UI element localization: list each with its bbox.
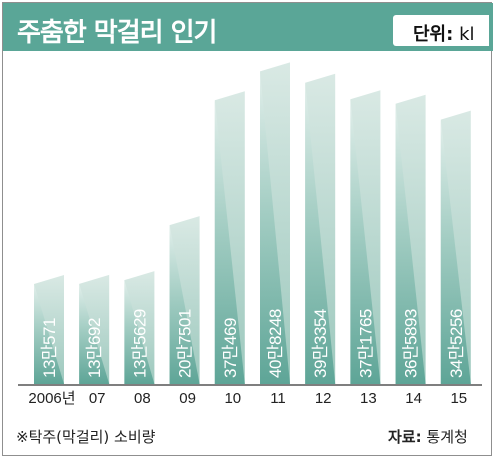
bar-9: 34만5256	[440, 110, 471, 385]
x-tick-label-5: 11	[270, 390, 286, 407]
value-label-9: 34만5256	[447, 309, 466, 378]
bar-3: 20만7501	[169, 216, 200, 384]
bar-8: 36만5893	[395, 94, 426, 384]
x-tick-label-4: 10	[224, 390, 241, 407]
title-bar: 주춤한 막걸리 인기 단위: kl	[3, 3, 493, 51]
chart-title: 주춤한 막걸리 인기	[17, 18, 217, 48]
bar-5: 40만8248	[260, 62, 290, 385]
bar-face-8	[395, 103, 426, 384]
x-tick-label-8: 14	[405, 390, 422, 407]
bar-7: 37만1765	[350, 90, 381, 385]
bar-1: 13만692	[79, 274, 110, 384]
value-label-4: 37만469	[221, 318, 240, 378]
unit-tab	[393, 15, 489, 46]
source-text: 자료: 통계청	[388, 426, 468, 447]
x-tick-label-1: 07	[89, 390, 106, 407]
bar-face-1	[79, 283, 110, 384]
bar-face-3	[169, 225, 200, 384]
bar-face-5	[260, 71, 290, 385]
value-label-2: 13만5629	[130, 309, 149, 378]
bars-group: 13만571 13만692 13만5629 20만7501 37만469 40만8248 3…	[34, 62, 471, 385]
value-label-6: 39만3354	[311, 309, 330, 378]
value-label-3: 20만7501	[176, 309, 195, 378]
bar-face-7	[350, 99, 381, 385]
source-label: 자료:	[388, 428, 422, 446]
unit-label: 단위:	[413, 24, 454, 45]
x-tick-labels: 2006년 07 08 09 10 11 12 13 14 15	[28, 390, 467, 407]
source-value: 통계청	[426, 428, 468, 446]
value-label-5: 40만8248	[266, 309, 285, 378]
x-tick-label-0: 2006년	[28, 390, 75, 407]
value-label-8: 36만5893	[402, 309, 421, 378]
x-tick-label-6: 12	[315, 390, 332, 407]
bar-face-9	[440, 119, 471, 385]
value-label-7: 37만1765	[356, 309, 375, 378]
bar-face-0	[34, 284, 64, 384]
bar-2: 13만5629	[124, 271, 155, 384]
value-label-0: 13만571	[40, 318, 59, 378]
bar-0: 13만571	[34, 275, 64, 384]
bar-4: 37만469	[214, 91, 245, 384]
bar-face-6	[305, 82, 336, 384]
x-tick-label-9: 15	[450, 390, 467, 407]
x-tick-label-2: 08	[134, 390, 151, 407]
x-tick-label-7: 13	[360, 390, 377, 407]
bar-face-4	[214, 100, 245, 384]
bar-6: 39만3354	[305, 73, 336, 384]
unit-value: kl	[459, 24, 475, 45]
footnote: ※탁주(막걸리) 소비량	[16, 428, 156, 446]
value-label-1: 13만692	[85, 318, 104, 378]
x-tick-label-3: 09	[179, 390, 196, 407]
unit-text: 단위: kl	[413, 20, 475, 46]
bar-face-2	[124, 280, 155, 384]
